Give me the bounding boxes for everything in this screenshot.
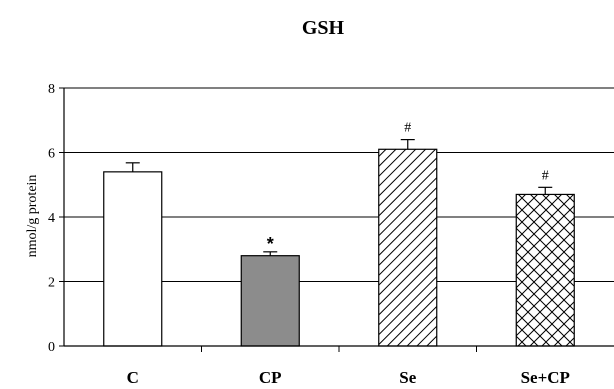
bar-CP xyxy=(240,255,300,347)
significance-Se+CP: # xyxy=(542,168,549,183)
bars xyxy=(103,139,575,347)
y-tick-label-0: 0 xyxy=(48,340,55,355)
y-axis-label: nmol/g protein xyxy=(25,175,40,258)
chart-title: GSH xyxy=(302,17,345,39)
bar-Se xyxy=(378,148,438,347)
x-tick-label-CP: CP xyxy=(259,368,282,387)
y-tick-label-4: 4 xyxy=(48,211,55,226)
significance-Se: # xyxy=(404,121,411,136)
x-tick-label-C: C xyxy=(127,368,139,387)
x-tick-label-Se: Se xyxy=(399,368,416,387)
axes xyxy=(59,87,614,352)
y-tick-label-6: 6 xyxy=(48,147,55,162)
y-tick-label-2: 2 xyxy=(48,276,55,291)
x-tick-label-Se+CP: Se+CP xyxy=(521,368,570,387)
bar-Se+CP xyxy=(515,193,575,347)
y-tick-label-8: 8 xyxy=(48,82,55,97)
labels: 0 2 4 6 8 C * CP # Se # Se+CP xyxy=(48,82,570,387)
significance-CP: * xyxy=(267,234,274,254)
bar-C xyxy=(103,171,163,347)
